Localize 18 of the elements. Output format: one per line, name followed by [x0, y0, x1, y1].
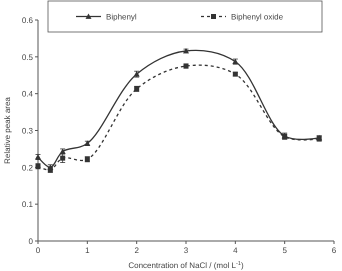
y-tick-label: 0 — [28, 237, 34, 246]
x-tick-label: 1 — [85, 246, 90, 255]
x-tick-label: 4 — [233, 246, 238, 255]
y-tick-label: 0.4 — [22, 90, 34, 99]
y-tick-label: 0.5 — [22, 52, 34, 62]
x-axis-title: Concentration of NaCl / (mol L$^{-1}$) — [128, 261, 244, 270]
legend-label: Biphenyl oxide — [231, 12, 284, 22]
y-tick-label: 0.2 — [22, 163, 34, 172]
y-tick-label: 0.3 — [22, 126, 34, 136]
x-tick-label: 0 — [36, 246, 41, 255]
x-tick-label: 6 — [332, 246, 337, 255]
legend-label: Biphenyl — [106, 12, 137, 22]
y-tick-label: 0.6 — [22, 16, 34, 25]
y-axis-title: Relative peak area — [3, 96, 12, 164]
x-tick-label: 2 — [134, 246, 140, 255]
x-tick-label: 5 — [282, 246, 288, 255]
x-tick-label: 3 — [184, 246, 189, 255]
y-tick-label: 0.1 — [22, 200, 34, 210]
